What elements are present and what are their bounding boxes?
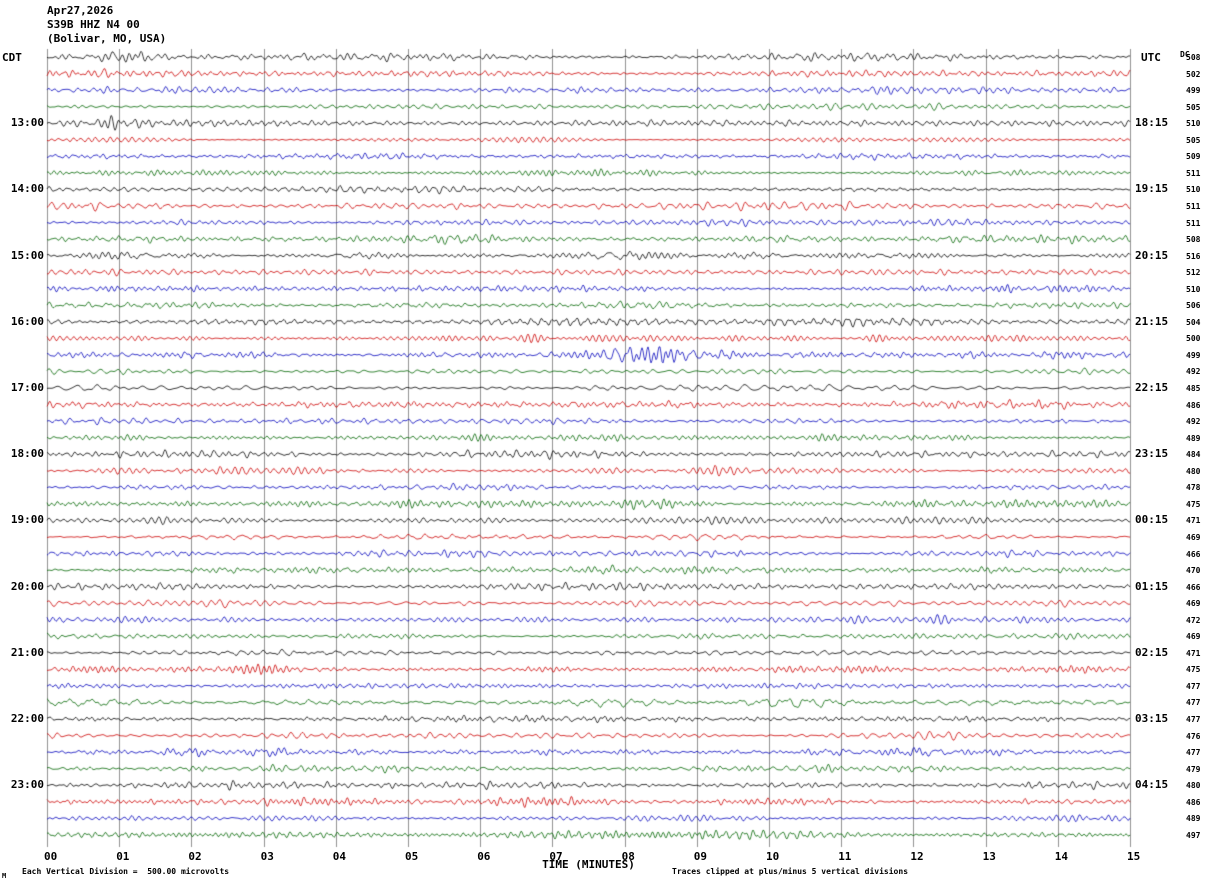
header-date: Apr27,2026 [47, 4, 114, 17]
header-location: (Bolivar, MO, USA) [47, 32, 167, 45]
left-timezone-label: CDT [2, 51, 22, 64]
footer-scale-note: Each Vertical Division = 500.00 microvol… [22, 867, 230, 876]
header-station: S39B HHZ N4 00 [47, 18, 140, 31]
footer-clip-note: Traces clipped at plus/minus 5 vertical … [672, 867, 909, 876]
x-axis-title: TIME (MINUTES) [542, 858, 635, 871]
dc-column-label: DC [1180, 50, 1190, 59]
corner-mark: M [2, 872, 7, 880]
right-timezone-label: UTC [1141, 51, 1161, 64]
